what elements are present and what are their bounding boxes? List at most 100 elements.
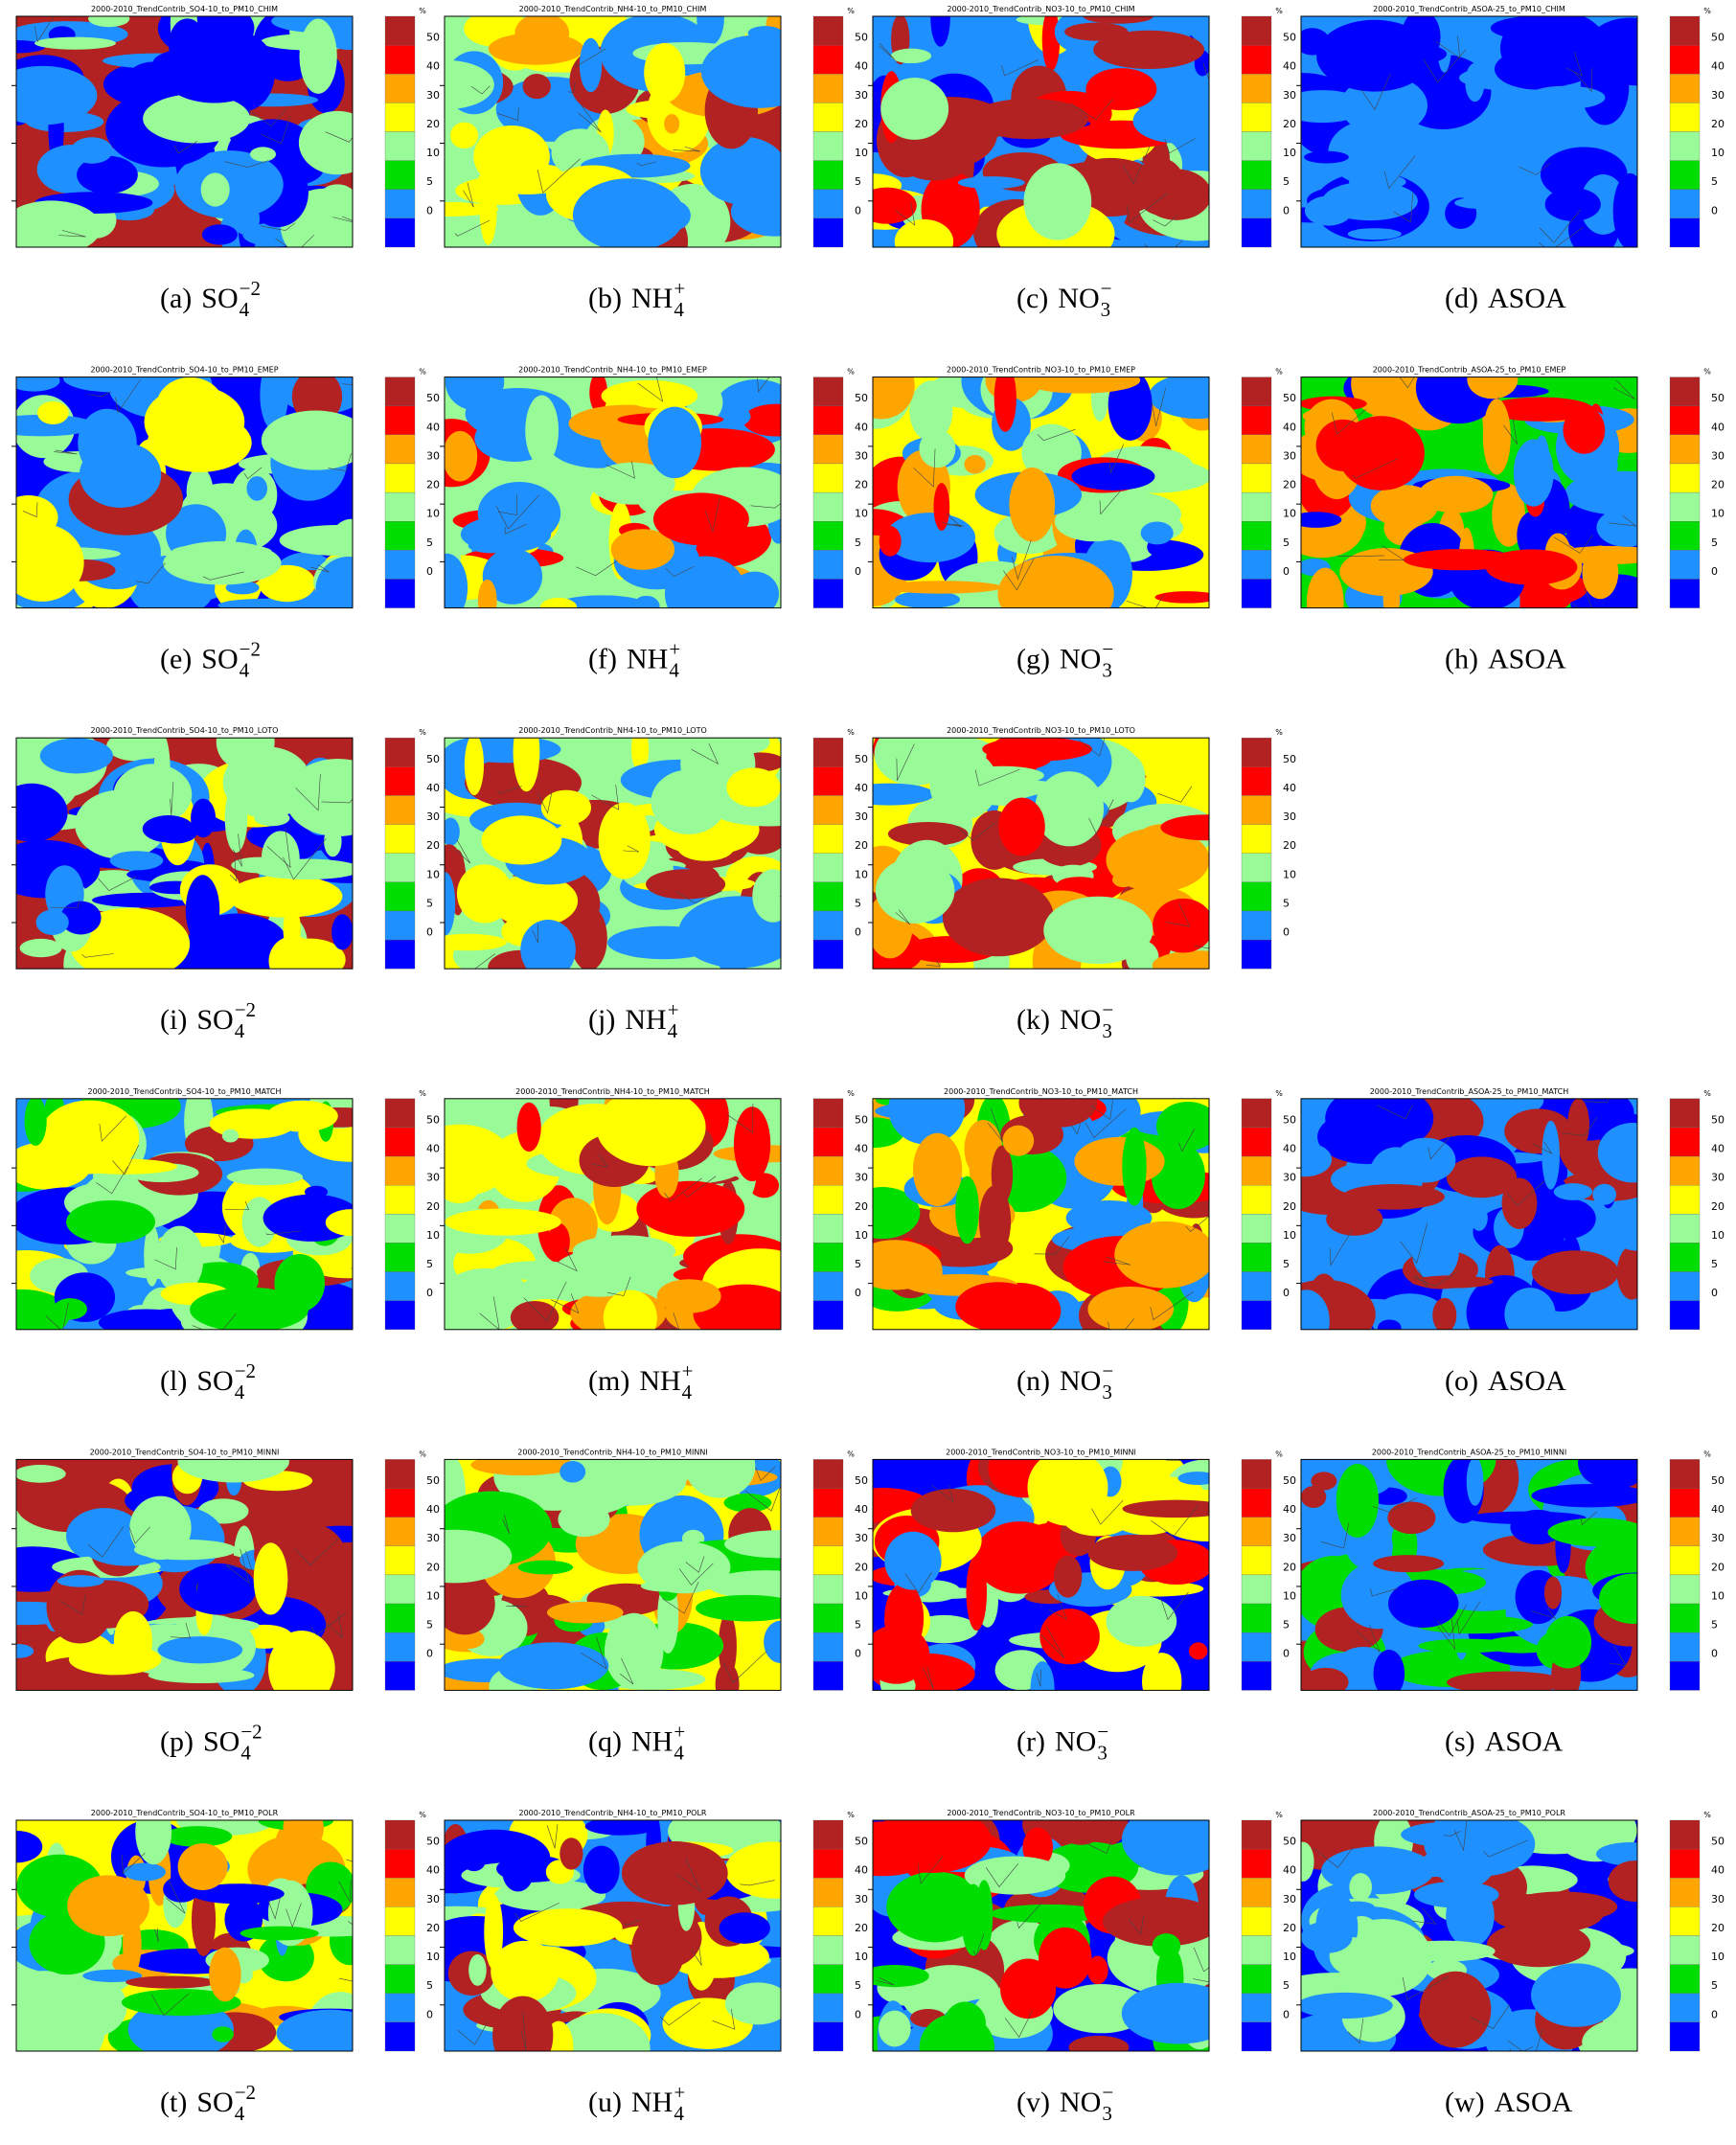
- map-patch: [35, 909, 69, 936]
- panel: 2000-2010_TrendContrib_NO3-10_to_PM10_MI…: [868, 1448, 1296, 1764]
- map-frame: [15, 377, 354, 609]
- colorbar-label: 40: [1711, 421, 1725, 433]
- panel: 2000-2010_TrendContrib_SO4-10_to_PM10_LO…: [11, 726, 440, 1042]
- map-patch: [39, 738, 113, 774]
- colorbar-label: 5: [855, 897, 861, 909]
- map-patch: [57, 1575, 104, 1587]
- map-patch: [492, 1996, 554, 2051]
- border-line: [456, 839, 471, 864]
- map-patch: [445, 872, 456, 936]
- map-patch: [1582, 545, 1619, 600]
- map-patch: [1405, 1302, 1427, 1330]
- map-patch: [1487, 397, 1594, 422]
- colorbar-label: 10: [1711, 1951, 1725, 1963]
- colorbar-swatch: [1669, 1906, 1701, 1936]
- colorbar-swatch: [1241, 1300, 1272, 1330]
- map-patch: [1301, 512, 1342, 528]
- colorbar-label: 5: [1711, 1619, 1718, 1632]
- map-patch: [253, 1542, 288, 1615]
- map-patch: [1596, 1842, 1637, 1866]
- map-title: 2000-2010_TrendContrib_NO3-10_to_PM10_MI…: [946, 1448, 1136, 1456]
- colorbar-label: 5: [1711, 536, 1718, 549]
- map-patch: [1140, 521, 1174, 545]
- colorbar-label: 5: [855, 1619, 861, 1632]
- map-patch: [1301, 1921, 1353, 1953]
- colorbar-swatch: [384, 1848, 416, 1879]
- map-patch: [177, 1459, 289, 1483]
- species-name: NH: [631, 2087, 673, 2118]
- map-patch: [964, 454, 986, 474]
- colorbar-label: 5: [855, 175, 861, 188]
- colorbar-swatch: [1241, 766, 1272, 796]
- border-line: [1507, 2028, 1543, 2051]
- colorbar-label: 0: [855, 565, 861, 578]
- border-line: [755, 1466, 776, 1481]
- border-line: [537, 158, 581, 194]
- colorbar-label: 40: [1711, 1143, 1725, 1155]
- border-line: [1193, 1947, 1209, 1973]
- map-patch: [1151, 1141, 1205, 1210]
- map-patch: [1106, 1595, 1177, 1647]
- colorbar-label: 0: [855, 1648, 861, 1660]
- map-patch: [1599, 1573, 1637, 1625]
- border-line: [532, 924, 539, 944]
- border-line: [286, 1903, 302, 1928]
- border-line: [1357, 1625, 1381, 1653]
- map-patch: [933, 483, 950, 531]
- border-line: [1150, 1290, 1194, 1321]
- colorbar-swatch: [812, 550, 844, 580]
- border-line: [1532, 1141, 1553, 1154]
- map-patch: [517, 1560, 574, 1575]
- colorbar-swatch: [812, 74, 844, 103]
- colorbar-label: 30: [426, 810, 440, 823]
- colorbar-swatch: [812, 910, 844, 941]
- map-patch: [232, 202, 261, 236]
- map-patch: [260, 377, 288, 431]
- colorbar-label: 5: [855, 1979, 861, 1992]
- border-line: [325, 1611, 343, 1639]
- species-subscript: 3: [1102, 1381, 1112, 1403]
- colorbar-swatch: [812, 189, 844, 219]
- map-patch: [1582, 2018, 1637, 2051]
- species-name: ASOA: [1488, 283, 1566, 314]
- unit-label: %: [1703, 1811, 1711, 1819]
- colorbar-label: 20: [855, 118, 868, 130]
- map-patch: [25, 1491, 76, 1526]
- colorbar-label: 20: [1283, 118, 1296, 130]
- colorbar-swatch: [812, 1517, 844, 1546]
- colorbar-swatch: [384, 766, 416, 796]
- border-line: [1166, 902, 1191, 927]
- map-patch: [1122, 1127, 1147, 1206]
- map-patch: [201, 224, 238, 245]
- border-line: [1178, 1128, 1196, 1152]
- map-patch: [77, 155, 138, 194]
- border-line: [1202, 62, 1209, 81]
- colorbar-swatch: [812, 795, 844, 825]
- map-patch: [192, 1883, 285, 1905]
- map-patch: [724, 1982, 781, 2025]
- map-patch: [279, 525, 353, 556]
- border-line: [1193, 1978, 1209, 1983]
- map-patch: [1531, 1250, 1619, 1295]
- border-line: [338, 1977, 353, 1982]
- map: [445, 1459, 781, 1691]
- colorbar-label: 10: [855, 1229, 868, 1242]
- colorbar-label: 50: [855, 32, 868, 44]
- map-patch: [142, 815, 194, 843]
- map-patch: [1404, 549, 1518, 571]
- panel: 2000-2010_TrendContrib_NH4-10_to_PM10_LO…: [440, 726, 868, 1042]
- colorbar-label: 0: [1283, 204, 1290, 217]
- border-line: [1571, 587, 1592, 608]
- map-title: 2000-2010_TrendContrib_ASOA-25_to_PM10_M…: [1370, 1087, 1569, 1096]
- map-patch: [1377, 1319, 1402, 1330]
- colorbar-label: 10: [426, 868, 440, 880]
- colorbar-label: 20: [1283, 1561, 1296, 1573]
- border-line: [922, 1666, 934, 1690]
- colorbar-swatch: [384, 1459, 416, 1489]
- border-line: [1507, 1180, 1545, 1206]
- border-line: [1539, 209, 1581, 243]
- colorbar-swatch: [384, 1603, 416, 1633]
- map-patch: [998, 797, 1045, 856]
- border-line: [1016, 1903, 1042, 1929]
- map-patch: [1321, 1846, 1435, 1895]
